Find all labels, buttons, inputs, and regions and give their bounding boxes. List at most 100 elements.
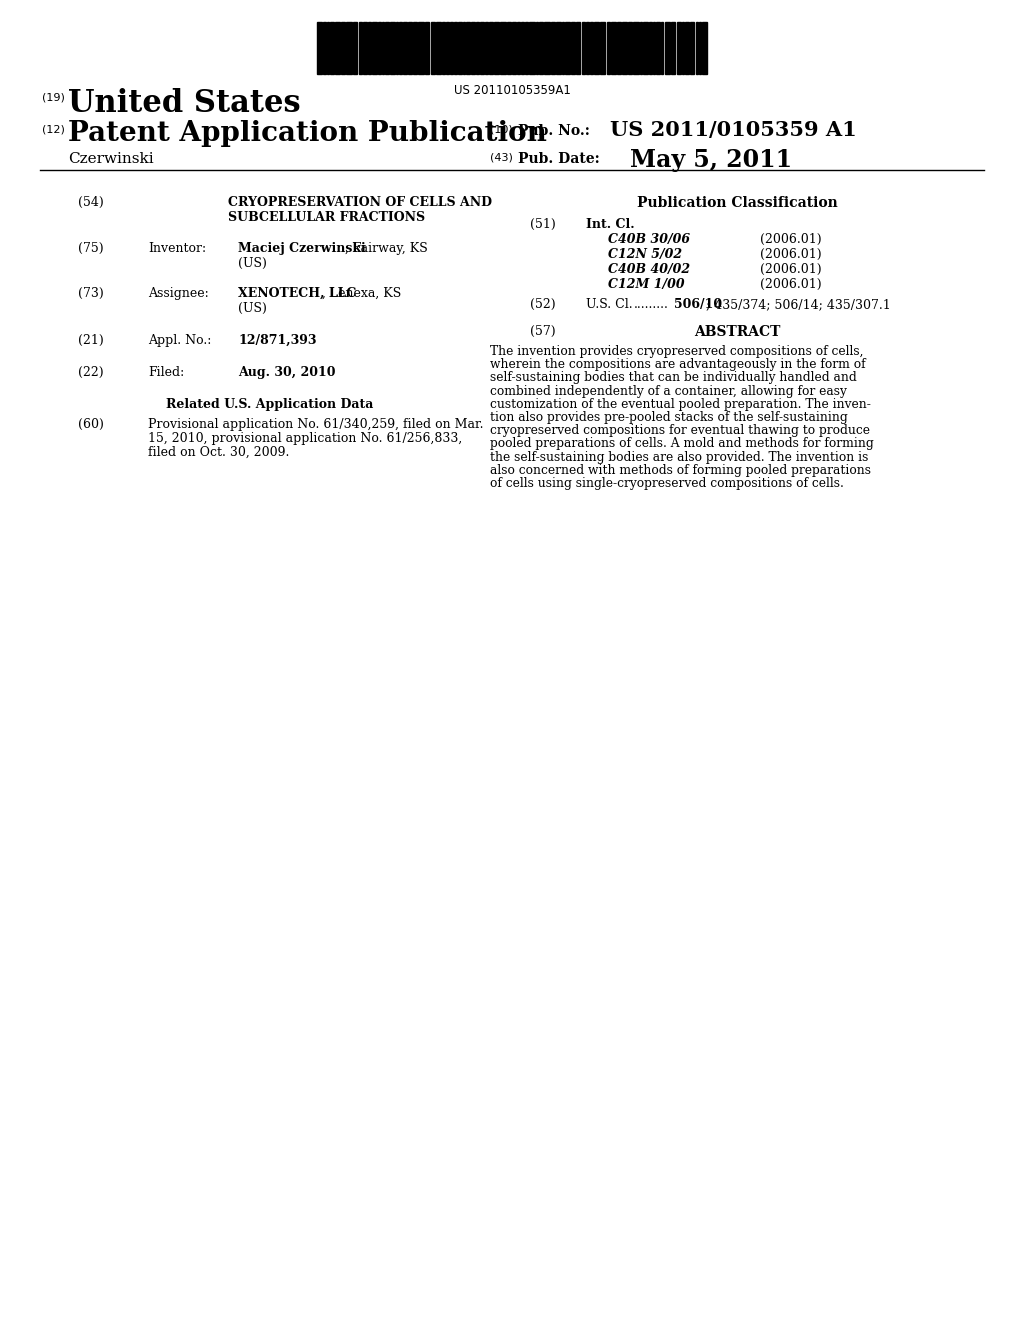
Bar	[341, 22, 345, 74]
Text: (21): (21)	[78, 334, 103, 347]
Bar	[665, 22, 670, 74]
Text: Related U.S. Application Data: Related U.S. Application Data	[166, 399, 374, 411]
Text: (19): (19)	[42, 92, 65, 103]
Text: Int. Cl.: Int. Cl.	[586, 218, 635, 231]
Bar	[445, 22, 450, 74]
Bar	[454, 22, 457, 74]
Bar	[671, 22, 676, 74]
Bar	[475, 22, 479, 74]
Text: filed on Oct. 30, 2009.: filed on Oct. 30, 2009.	[148, 446, 290, 459]
Bar	[436, 22, 440, 74]
Text: C12N 5/02: C12N 5/02	[608, 248, 682, 261]
Text: SUBCELLULAR FRACTIONS: SUBCELLULAR FRACTIONS	[228, 211, 425, 224]
Bar	[594, 22, 599, 74]
Text: Publication Classification: Publication Classification	[637, 195, 838, 210]
Bar	[331, 22, 335, 74]
Text: Aug. 30, 2010: Aug. 30, 2010	[238, 366, 336, 379]
Bar	[529, 22, 535, 74]
Bar	[623, 22, 627, 74]
Bar	[606, 22, 610, 74]
Text: (22): (22)	[78, 366, 103, 379]
Bar	[617, 22, 622, 74]
Bar	[643, 22, 648, 74]
Bar	[695, 22, 698, 74]
Bar	[699, 22, 701, 74]
Bar	[634, 22, 639, 74]
Bar	[382, 22, 384, 74]
Bar	[463, 22, 465, 74]
Text: (12): (12)	[42, 124, 65, 135]
Bar	[372, 22, 377, 74]
Bar	[413, 22, 417, 74]
Bar	[628, 22, 632, 74]
Text: C40B 30/06: C40B 30/06	[608, 234, 690, 246]
Text: , Lenexa, KS: , Lenexa, KS	[322, 286, 401, 300]
Bar	[685, 22, 689, 74]
Text: XENOTECH, LLC: XENOTECH, LLC	[238, 286, 356, 300]
Bar	[577, 22, 581, 74]
Text: (60): (60)	[78, 418, 103, 432]
Text: , Fairway, KS: , Fairway, KS	[345, 242, 428, 255]
Bar	[471, 22, 474, 74]
Text: also concerned with methods of forming pooled preparations: also concerned with methods of forming p…	[490, 463, 871, 477]
Text: United States: United States	[68, 88, 301, 119]
Bar	[682, 22, 684, 74]
Bar	[458, 22, 462, 74]
Text: wherein the compositions are advantageously in the form of: wherein the compositions are advantageou…	[490, 358, 865, 371]
Bar	[545, 22, 550, 74]
Text: combined independently of a container, allowing for easy: combined independently of a container, a…	[490, 384, 847, 397]
Text: Provisional application No. 61/340,259, filed on Mar.: Provisional application No. 61/340,259, …	[148, 418, 483, 432]
Bar	[368, 22, 371, 74]
Text: (43): (43)	[490, 152, 513, 162]
Text: (US): (US)	[238, 257, 267, 271]
Bar	[512, 22, 516, 74]
Bar	[561, 22, 564, 74]
Text: of cells using single-cryopreserved compositions of cells.: of cells using single-cryopreserved comp…	[490, 477, 844, 490]
Text: tion also provides pre-pooled stacks of the self-sustaining: tion also provides pre-pooled stacks of …	[490, 411, 848, 424]
Text: 12/871,393: 12/871,393	[238, 334, 316, 347]
Bar	[430, 22, 435, 74]
Text: customization of the eventual pooled preparation. The inven-: customization of the eventual pooled pre…	[490, 397, 870, 411]
Bar	[364, 22, 367, 74]
Bar	[408, 22, 412, 74]
Bar	[390, 22, 394, 74]
Text: the self-sustaining bodies are also provided. The invention is: the self-sustaining bodies are also prov…	[490, 450, 868, 463]
Bar	[507, 22, 511, 74]
Text: (2006.01): (2006.01)	[760, 263, 821, 276]
Bar	[565, 22, 570, 74]
Bar	[402, 22, 407, 74]
Bar	[540, 22, 543, 74]
Bar	[396, 22, 398, 74]
Bar	[378, 22, 381, 74]
Bar	[346, 22, 352, 74]
Bar	[327, 22, 330, 74]
Text: 15, 2010, provisional application No. 61/256,833,: 15, 2010, provisional application No. 61…	[148, 432, 462, 445]
Text: Maciej Czerwinski: Maciej Czerwinski	[238, 242, 366, 255]
Text: Czerwinski: Czerwinski	[68, 152, 154, 166]
Bar	[611, 22, 616, 74]
Bar	[353, 22, 357, 74]
Text: (73): (73)	[78, 286, 103, 300]
Bar	[494, 22, 499, 74]
Bar	[590, 22, 593, 74]
Text: C12M 1/00: C12M 1/00	[608, 279, 685, 290]
Bar	[480, 22, 484, 74]
Bar	[652, 22, 655, 74]
Bar	[485, 22, 488, 74]
Bar	[556, 22, 560, 74]
Text: self-sustaining bodies that can be individually handled and: self-sustaining bodies that can be indiv…	[490, 371, 857, 384]
Text: (2006.01): (2006.01)	[760, 248, 821, 261]
Bar	[649, 22, 651, 74]
Bar	[323, 22, 326, 74]
Bar	[451, 22, 453, 74]
Bar	[662, 22, 664, 74]
Bar	[600, 22, 605, 74]
Text: The invention provides cryopreserved compositions of cells,: The invention provides cryopreserved com…	[490, 345, 863, 358]
Text: Patent Application Publication: Patent Application Publication	[68, 120, 547, 147]
Text: (2006.01): (2006.01)	[760, 234, 821, 246]
Text: (52): (52)	[530, 298, 556, 312]
Text: .........: .........	[634, 298, 669, 312]
Text: Filed:: Filed:	[148, 366, 184, 379]
Text: ; 435/374; 506/14; 435/307.1: ; 435/374; 506/14; 435/307.1	[706, 298, 891, 312]
Text: U.S. Cl.: U.S. Cl.	[586, 298, 633, 312]
